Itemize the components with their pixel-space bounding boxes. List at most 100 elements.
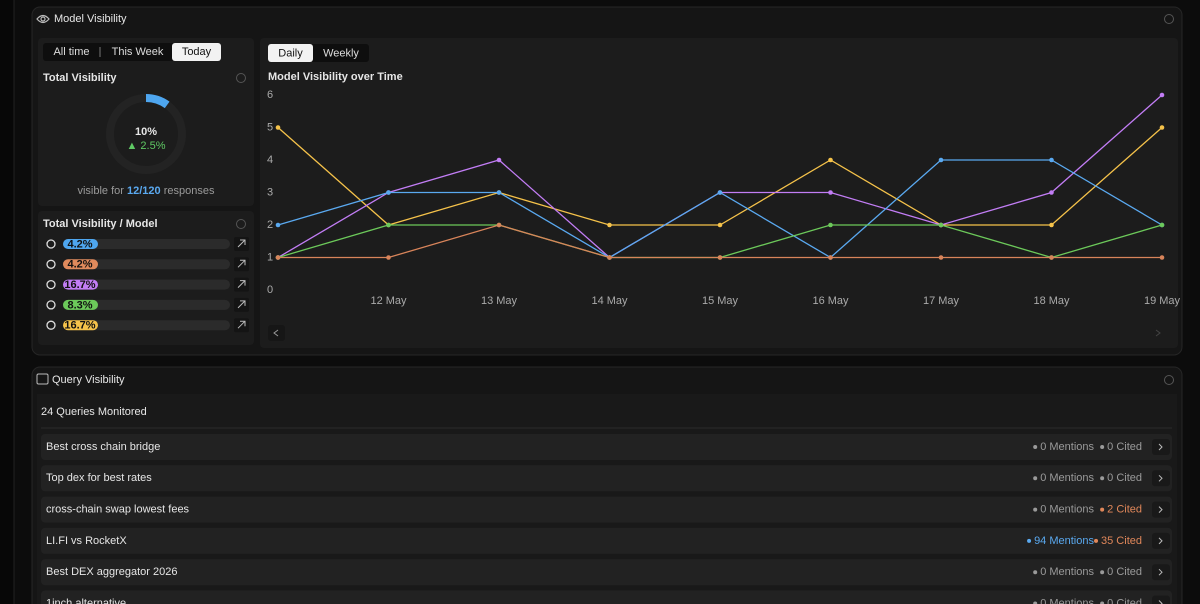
chevron <box>1158 568 1163 576</box>
queries-heading: 24 Queries Monitored <box>41 406 147 418</box>
mentions-dot <box>1027 538 1032 543</box>
help-icon[interactable] <box>236 219 246 229</box>
x-tick-label: 16 May <box>812 295 849 307</box>
footer-text: responses <box>164 185 215 197</box>
data-point <box>386 222 391 228</box>
data-point <box>717 255 723 260</box>
x-tick-label: 17 May <box>923 295 960 307</box>
data-point <box>1159 222 1165 228</box>
progress-pill <box>63 279 98 290</box>
chevron <box>1158 506 1163 513</box>
data-point <box>828 157 833 163</box>
model-percent: 4.2% <box>67 238 92 250</box>
card <box>38 38 254 206</box>
x-tick-label: 19 May <box>1144 295 1181 307</box>
card-title: Total Visibility <box>43 72 117 84</box>
mentions-count: 0 Mentions <box>1040 566 1094 578</box>
range-tab[interactable]: All time <box>53 46 89 58</box>
arrow-icon <box>237 280 246 288</box>
model-percent: 8.3% <box>67 299 92 311</box>
expand-button[interactable] <box>1152 501 1170 518</box>
y-tick-label: 2 <box>267 219 273 231</box>
mentions-dot <box>1033 507 1038 512</box>
change-label: ▲ 2.5% <box>126 140 165 152</box>
model-icon <box>46 320 56 330</box>
cited-dot <box>1100 570 1105 575</box>
chart-tab[interactable]: Weekly <box>323 47 359 59</box>
data-point <box>1049 222 1054 228</box>
cited-dot <box>1100 601 1105 604</box>
progress-track <box>63 279 230 290</box>
query-row[interactable] <box>41 527 1172 554</box>
footer-text: visible for <box>77 185 124 197</box>
expand-button[interactable] <box>1152 564 1170 581</box>
expand-button[interactable] <box>1152 470 1170 487</box>
visibility-footer: visible for 12/120 responses <box>77 185 215 197</box>
model-percent: 16.7% <box>64 320 95 332</box>
y-tick-label: 4 <box>267 154 273 166</box>
x-tick-label: 13 May <box>481 295 518 307</box>
panel-title: Query Visibility <box>52 374 125 386</box>
cited-dot <box>1100 507 1105 512</box>
expand-button[interactable] <box>1152 595 1170 604</box>
chevron <box>1158 537 1163 545</box>
data-point <box>828 222 833 228</box>
cited-dot <box>1100 445 1105 449</box>
model-percent: 16.7% <box>64 279 95 291</box>
data-point <box>1049 190 1054 195</box>
help-icon[interactable] <box>236 73 246 83</box>
model-percent: 4.2% <box>67 259 92 271</box>
query-row[interactable] <box>41 590 1172 604</box>
range-tab[interactable]: Today <box>182 46 212 58</box>
query-name: cross-chain swap lowest fees <box>46 504 190 516</box>
chevron <box>1155 329 1161 337</box>
progress-track <box>63 299 230 310</box>
model-icon <box>46 259 56 269</box>
help-icon[interactable] <box>1164 375 1174 385</box>
expand-button[interactable] <box>1152 439 1170 455</box>
query-row[interactable] <box>41 559 1172 586</box>
progress-track <box>63 320 230 331</box>
data-point <box>1159 255 1165 260</box>
model-icon <box>46 300 56 310</box>
tab-active-bg <box>172 43 221 61</box>
query-name: Best DEX aggregator 2026 <box>46 566 177 578</box>
data-point <box>1049 157 1054 163</box>
x-tick-label: 14 May <box>591 295 628 307</box>
data-point <box>938 222 944 228</box>
cited-dot <box>1094 538 1099 543</box>
data-point <box>496 157 502 163</box>
y-tick-label: 6 <box>267 89 273 101</box>
y-tick-label: 3 <box>267 186 273 198</box>
mentions-count: 0 Mentions <box>1040 504 1094 516</box>
footer-count: 12/120 <box>127 185 161 197</box>
data-point <box>275 255 281 260</box>
progress-track <box>63 259 230 270</box>
help-icon[interactable] <box>1164 14 1174 24</box>
query-row[interactable] <box>41 496 1172 523</box>
model-icon <box>46 239 56 249</box>
eye-icon <box>36 14 50 24</box>
data-point <box>275 222 281 228</box>
arrow-icon <box>237 320 246 329</box>
data-point <box>828 190 833 195</box>
data-point <box>1159 125 1165 130</box>
query-row[interactable] <box>41 434 1172 460</box>
query-name: LI.FI vs RocketX <box>46 535 127 547</box>
expand-button[interactable] <box>1152 532 1170 549</box>
query-row[interactable] <box>41 465 1172 492</box>
range-tab[interactable]: This Week <box>112 46 164 58</box>
mentions-dot <box>1033 476 1038 481</box>
arrow-icon <box>237 259 246 268</box>
cited-count: 0 Cited <box>1107 566 1142 578</box>
y-tick-label: 0 <box>267 284 273 296</box>
data-point <box>386 255 391 260</box>
data-point <box>496 222 502 228</box>
scroll-left[interactable] <box>268 325 285 341</box>
sidebar-edge <box>0 0 14 604</box>
chart-tab[interactable]: Daily <box>278 47 303 59</box>
query-name: Best cross chain bridge <box>46 441 160 453</box>
mentions-dot <box>1033 570 1038 575</box>
data-point <box>828 255 833 260</box>
query-icon <box>36 373 49 385</box>
